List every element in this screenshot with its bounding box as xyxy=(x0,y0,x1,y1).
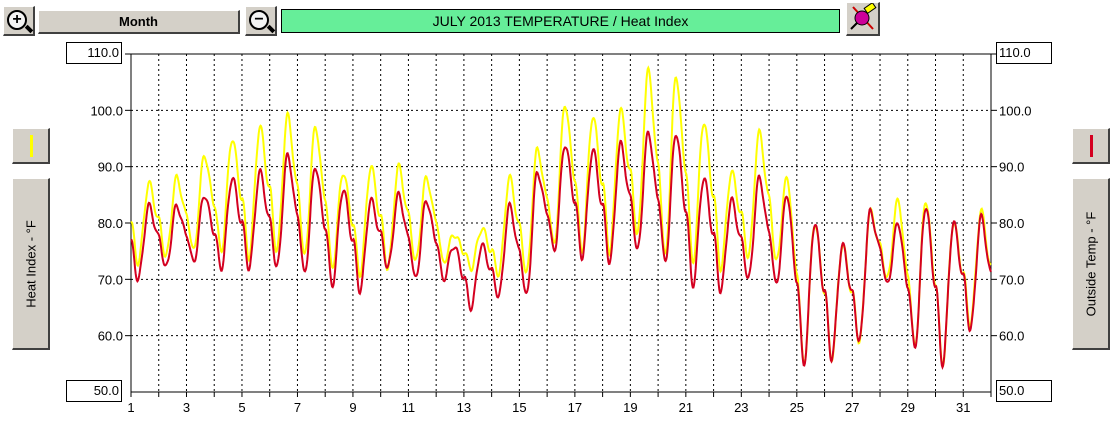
y-tick-label-left: 100.0 xyxy=(90,103,123,118)
y-tick-label-right: 90.0 xyxy=(999,160,1024,175)
x-tick-label: 31 xyxy=(956,400,970,415)
outside-temp-series xyxy=(130,130,992,370)
heat-index-legend[interactable] xyxy=(12,128,50,164)
heat-index-legend-swatch xyxy=(30,135,33,157)
right-axis-min-box[interactable]: 50.0 xyxy=(996,380,1052,402)
x-tick-label: 19 xyxy=(623,400,637,415)
chart-title: JULY 2013 TEMPERATURE / Heat Index xyxy=(281,9,840,33)
y-tick-label-right: 100.0 xyxy=(999,103,1032,118)
outside-temp-legend-swatch xyxy=(1090,135,1093,157)
x-tick-label: 5 xyxy=(238,400,245,415)
plot-tool-icon xyxy=(850,1,877,30)
x-tick-label: 7 xyxy=(294,400,301,415)
x-tick-label: 21 xyxy=(679,400,693,415)
x-tick-label: 13 xyxy=(457,400,471,415)
x-tick-label: 1 xyxy=(127,400,134,415)
y-tick-label-left: 60.0 xyxy=(98,329,123,344)
y-tick-label-left: 90.0 xyxy=(98,160,123,175)
x-tick-label: 9 xyxy=(349,400,356,415)
outside-temp-legend[interactable] xyxy=(1072,128,1110,164)
x-tick-label: 3 xyxy=(183,400,190,415)
right-axis-max-box[interactable]: 110.0 xyxy=(996,42,1052,64)
x-tick-label: 29 xyxy=(901,400,915,415)
right-axis-label-button[interactable]: Outside Temp - °F xyxy=(1072,178,1110,350)
zoom-out-icon: − xyxy=(249,10,269,30)
zoom-in-icon: + xyxy=(7,10,27,30)
y-tick-label-right: 60.0 xyxy=(999,329,1024,344)
y-tick-label-left: 70.0 xyxy=(98,272,123,287)
x-tick-label: 25 xyxy=(790,400,804,415)
zoom-out-button[interactable]: − xyxy=(245,6,277,36)
x-tick-label: 15 xyxy=(512,400,526,415)
y-tick-label-right: 70.0 xyxy=(999,272,1024,287)
left-axis-max-box[interactable]: 110.0 xyxy=(66,42,122,64)
x-tick-label: 23 xyxy=(734,400,748,415)
zoom-in-button[interactable]: + xyxy=(3,6,35,36)
x-tick-label: 11 xyxy=(402,400,416,415)
left-axis-label-button[interactable]: Heat Index - °F xyxy=(12,178,50,350)
y-tick-label-right: 80.0 xyxy=(999,216,1024,231)
x-tick-label: 27 xyxy=(845,400,859,415)
left-axis-min-box[interactable]: 50.0 xyxy=(66,380,122,402)
period-button[interactable]: Month xyxy=(38,10,240,34)
x-tick-label: 17 xyxy=(568,400,582,415)
plot-tool-button[interactable] xyxy=(846,1,880,36)
y-tick-label-left: 80.0 xyxy=(98,216,123,231)
